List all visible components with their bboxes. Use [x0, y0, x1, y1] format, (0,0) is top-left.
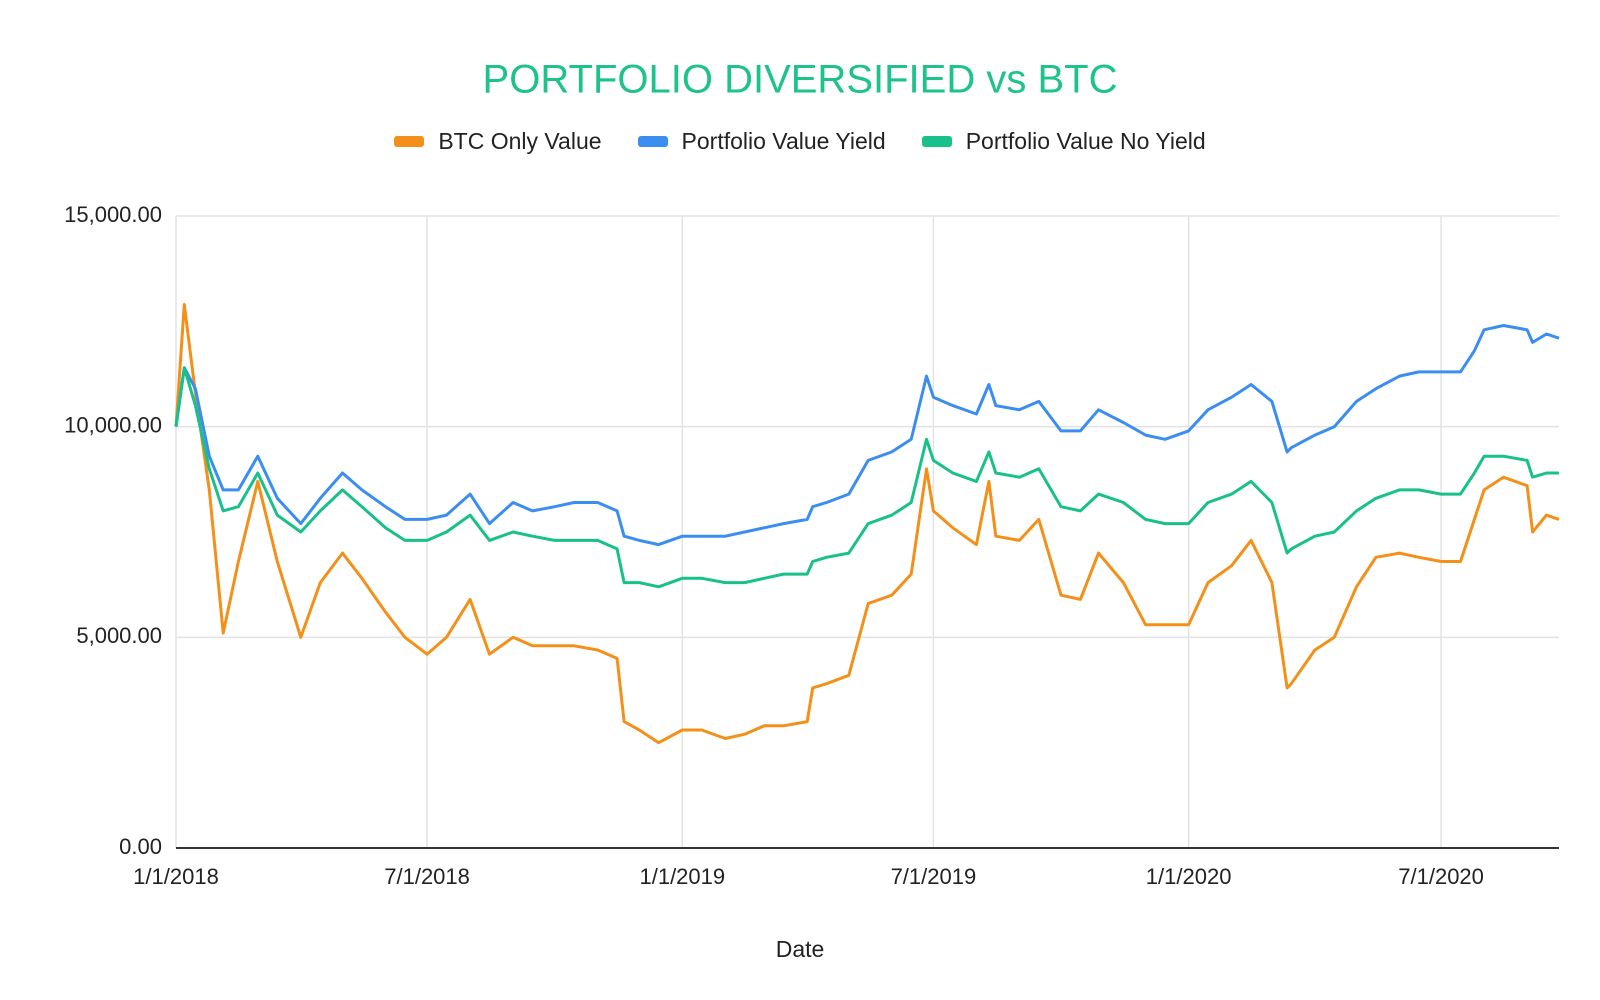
legend: BTC Only Value Portfolio Value Yield Portf…	[0, 128, 1600, 155]
legend-item: Portfolio Value No Yield	[921, 128, 1206, 155]
legend-item: BTC Only Value	[394, 128, 602, 155]
x-tick-label: 1/1/2018	[133, 864, 219, 889]
legend-swatch	[637, 136, 668, 147]
y-tick-label: 0.00	[119, 834, 162, 859]
series-line	[174, 366, 1559, 589]
legend-swatch	[921, 136, 952, 147]
x-tick-label: 7/1/2020	[1398, 864, 1484, 889]
legend-label: BTC Only Value	[438, 128, 602, 154]
chart-title: PORTFOLIO DIVERSIFIED vs BTC	[483, 58, 1118, 102]
x-tick-label: 1/1/2020	[1146, 864, 1232, 889]
series-line	[174, 324, 1560, 547]
x-tick-label: 7/1/2018	[384, 864, 470, 889]
y-tick-label: 15,000.00	[64, 202, 162, 227]
series-line	[174, 303, 1560, 745]
x-tick-label: 7/1/2019	[891, 864, 977, 889]
y-tick-label: 5,000.00	[76, 623, 162, 648]
x-axis-label: Date	[776, 936, 825, 962]
legend-swatch	[394, 136, 425, 147]
x-tick-label: 1/1/2019	[639, 864, 725, 889]
y-tick-label: 10,000.00	[64, 412, 162, 437]
legend-label: Portfolio Value No Yield	[965, 128, 1206, 154]
legend-label: Portfolio Value Yield	[681, 128, 886, 154]
legend-item: Portfolio Value Yield	[637, 128, 886, 155]
